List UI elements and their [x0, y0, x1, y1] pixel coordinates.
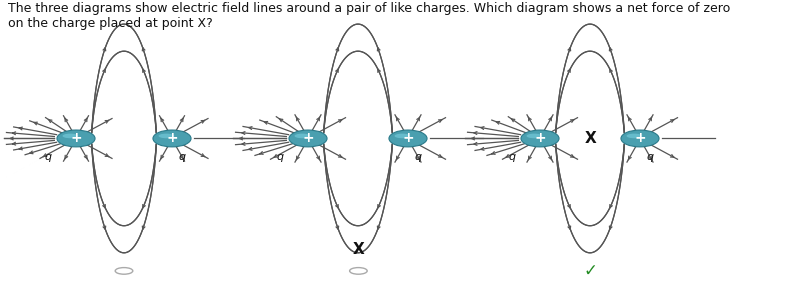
- Text: ✓: ✓: [583, 262, 598, 280]
- Text: q: q: [508, 152, 515, 162]
- Text: q: q: [44, 152, 51, 162]
- Text: q: q: [178, 152, 186, 162]
- Ellipse shape: [158, 134, 174, 138]
- Text: q: q: [276, 152, 283, 162]
- Ellipse shape: [62, 134, 78, 138]
- Ellipse shape: [57, 130, 95, 147]
- Ellipse shape: [289, 130, 327, 147]
- Text: +: +: [402, 132, 414, 145]
- Text: +: +: [534, 132, 546, 145]
- Text: +: +: [302, 132, 314, 145]
- Text: X: X: [353, 242, 364, 257]
- Ellipse shape: [294, 134, 310, 138]
- Ellipse shape: [521, 130, 559, 147]
- Text: +: +: [166, 132, 178, 145]
- Text: The three diagrams show electric field lines around a pair of like charges. Whic: The three diagrams show electric field l…: [8, 2, 730, 29]
- Text: q: q: [646, 152, 654, 162]
- Ellipse shape: [526, 134, 542, 138]
- Ellipse shape: [389, 130, 427, 147]
- Text: q: q: [414, 152, 422, 162]
- Text: X: X: [585, 131, 596, 146]
- Ellipse shape: [153, 130, 191, 147]
- Text: +: +: [70, 132, 82, 145]
- Ellipse shape: [621, 130, 659, 147]
- Text: +: +: [634, 132, 646, 145]
- Ellipse shape: [394, 134, 410, 138]
- Ellipse shape: [626, 134, 642, 138]
